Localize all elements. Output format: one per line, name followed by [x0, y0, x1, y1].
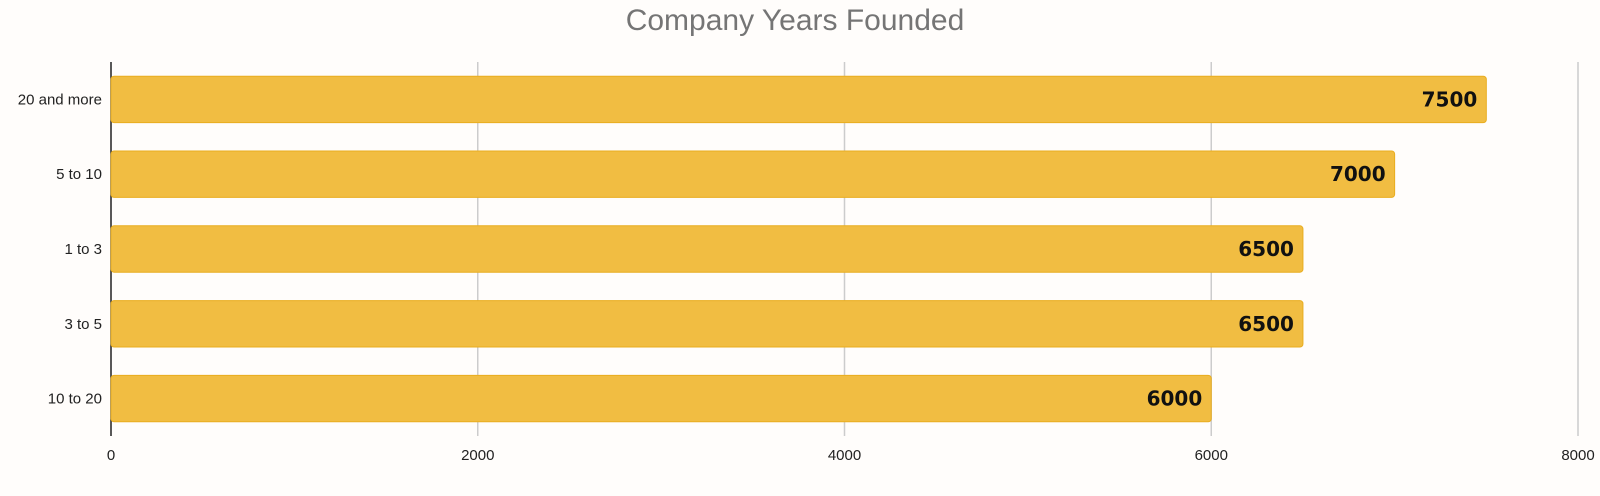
category-label: 5 to 10: [56, 166, 102, 183]
bar-value-label: 6500: [1238, 237, 1294, 261]
x-tick-label: 2000: [461, 447, 494, 464]
bar: [110, 225, 1304, 273]
bar-layer: [110, 75, 1487, 423]
bar: [110, 374, 1212, 423]
category-label: 10 to 20: [48, 391, 102, 408]
bar-value-label: 7500: [1422, 87, 1478, 111]
label-layer: 0 2000 4000 6000 8000 7500 20 and more 7000 5 to…: [18, 87, 1595, 464]
bar: [110, 300, 1304, 348]
bar-value-label: 6000: [1147, 387, 1203, 411]
bar-value-label: 6500: [1238, 312, 1294, 336]
x-tick-label: 8000: [1561, 447, 1594, 464]
x-tick-label: 6000: [1195, 447, 1228, 464]
category-label: 1 to 3: [64, 241, 102, 258]
x-tick-label: 4000: [828, 447, 861, 464]
category-label: 3 to 5: [64, 316, 102, 333]
x-tick-label: 0: [107, 447, 115, 464]
bar: [110, 75, 1487, 124]
category-label: 20 and more: [18, 91, 102, 108]
bar-value-label: 7000: [1330, 162, 1386, 186]
chart-title: Company Years Founded: [626, 4, 965, 37]
bar: [110, 150, 1396, 198]
